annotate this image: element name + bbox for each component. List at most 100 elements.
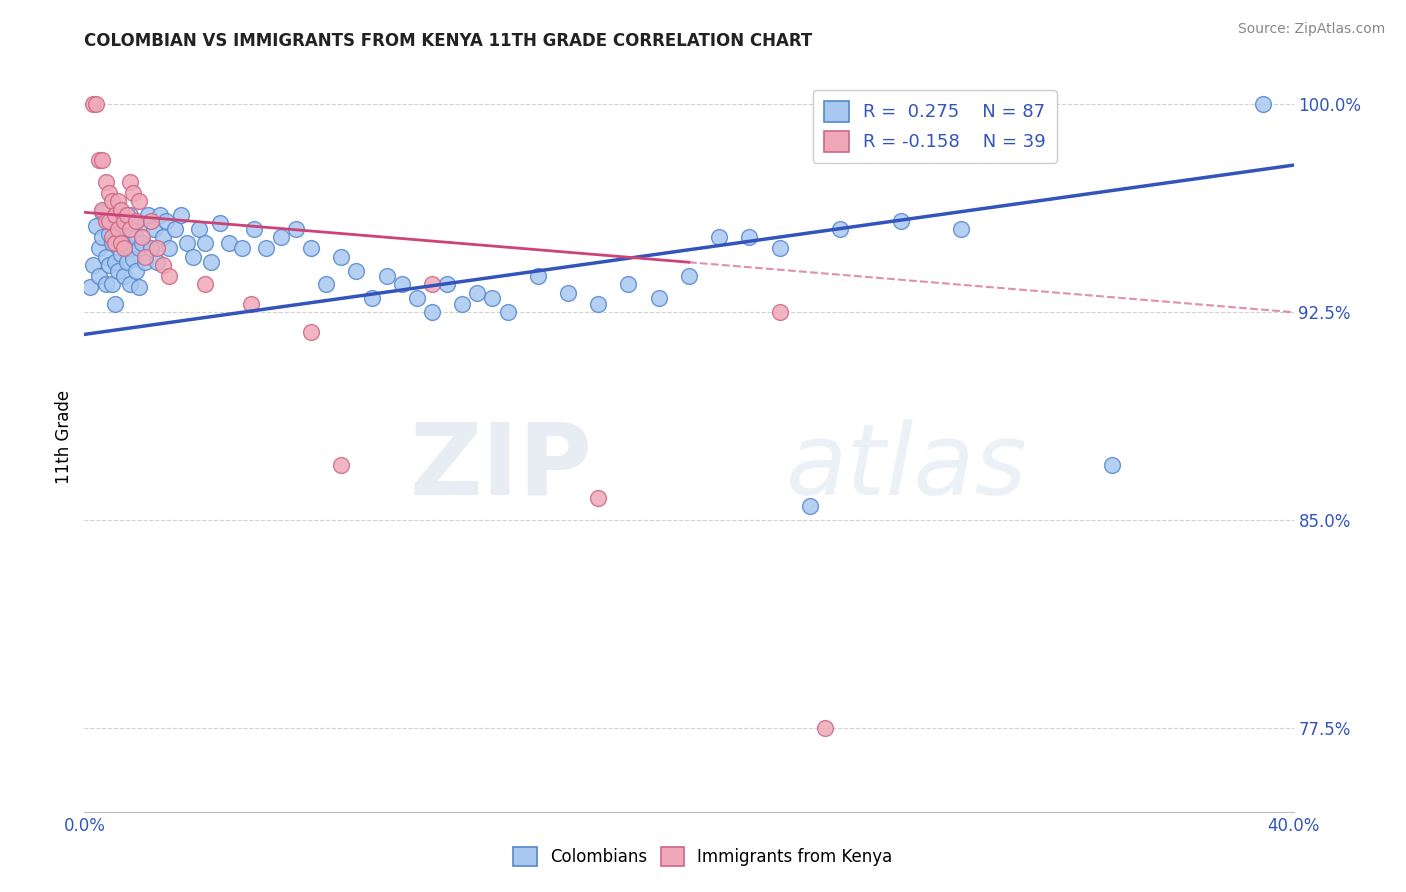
Point: [170, 208, 193, 222]
Point: [375, 269, 398, 284]
Point: [118, 175, 141, 189]
Point: [97, 258, 120, 272]
Point: [155, 213, 177, 227]
Text: ZIP: ZIP: [409, 418, 592, 516]
Point: [451, 297, 474, 311]
Point: [91, 230, 114, 244]
Point: [709, 230, 731, 244]
Point: [181, 250, 204, 264]
Point: [112, 269, 135, 284]
Point: [299, 325, 322, 339]
Point: [1253, 97, 1275, 112]
Point: [94, 250, 117, 264]
Point: [360, 291, 382, 305]
Point: [152, 258, 174, 272]
Point: [648, 291, 671, 305]
Point: [104, 208, 127, 222]
Point: [100, 230, 122, 244]
Point: [91, 153, 114, 167]
Point: [89, 153, 111, 167]
Point: [134, 255, 156, 269]
Point: [152, 230, 174, 244]
Point: [139, 241, 162, 255]
Point: [94, 277, 117, 292]
Point: [82, 258, 104, 272]
Text: Source: ZipAtlas.com: Source: ZipAtlas.com: [1237, 22, 1385, 37]
Point: [950, 222, 973, 236]
Point: [128, 280, 150, 294]
Point: [91, 202, 114, 217]
Y-axis label: 11th Grade: 11th Grade: [55, 390, 73, 484]
Point: [134, 250, 156, 264]
Point: [157, 269, 180, 284]
Point: [176, 235, 198, 250]
Point: [391, 277, 413, 292]
Point: [139, 213, 162, 227]
Point: [346, 263, 368, 277]
Point: [112, 241, 135, 255]
Point: [131, 230, 153, 244]
Point: [104, 297, 127, 311]
Point: [104, 235, 127, 250]
Point: [82, 97, 104, 112]
Point: [112, 235, 135, 250]
Point: [330, 250, 353, 264]
Point: [617, 277, 640, 292]
Point: [149, 208, 172, 222]
Point: [89, 241, 111, 255]
Point: [420, 277, 443, 292]
Point: [420, 305, 443, 319]
Point: [107, 230, 129, 244]
Point: [125, 213, 148, 227]
Point: [254, 241, 277, 255]
Text: atlas: atlas: [786, 418, 1028, 516]
Legend: R =  0.275    N = 87, R = -0.158    N = 39: R = 0.275 N = 87, R = -0.158 N = 39: [813, 90, 1057, 162]
Point: [94, 175, 117, 189]
Point: [299, 241, 322, 255]
Point: [330, 458, 353, 472]
Point: [118, 241, 141, 255]
Point: [121, 252, 143, 267]
Point: [830, 222, 852, 236]
Point: [588, 491, 610, 505]
Point: [239, 297, 262, 311]
Point: [436, 277, 458, 292]
Point: [86, 97, 108, 112]
Point: [481, 291, 503, 305]
Point: [146, 255, 169, 269]
Point: [100, 235, 122, 250]
Point: [890, 213, 912, 227]
Point: [769, 241, 792, 255]
Point: [165, 222, 187, 236]
Point: [769, 305, 792, 319]
Point: [406, 291, 429, 305]
Text: COLOMBIAN VS IMMIGRANTS FROM KENYA 11TH GRADE CORRELATION CHART: COLOMBIAN VS IMMIGRANTS FROM KENYA 11TH …: [84, 32, 813, 50]
Point: [194, 235, 217, 250]
Point: [112, 213, 135, 227]
Point: [557, 285, 579, 300]
Point: [94, 213, 117, 227]
Point: [89, 269, 111, 284]
Point: [125, 230, 148, 244]
Point: [588, 297, 610, 311]
Point: [110, 247, 132, 261]
Point: [315, 277, 337, 292]
Point: [231, 241, 253, 255]
Point: [100, 277, 122, 292]
Point: [115, 208, 138, 222]
Point: [209, 216, 232, 230]
Point: [188, 222, 211, 236]
Point: [1101, 458, 1123, 472]
Point: [142, 222, 165, 236]
Legend: Colombians, Immigrants from Kenya: Colombians, Immigrants from Kenya: [506, 840, 900, 873]
Point: [285, 222, 308, 236]
Point: [131, 235, 153, 250]
Point: [527, 269, 550, 284]
Point: [738, 230, 761, 244]
Point: [128, 194, 150, 209]
Point: [97, 213, 120, 227]
Point: [79, 280, 101, 294]
Point: [218, 235, 240, 250]
Point: [121, 186, 143, 200]
Point: [194, 277, 217, 292]
